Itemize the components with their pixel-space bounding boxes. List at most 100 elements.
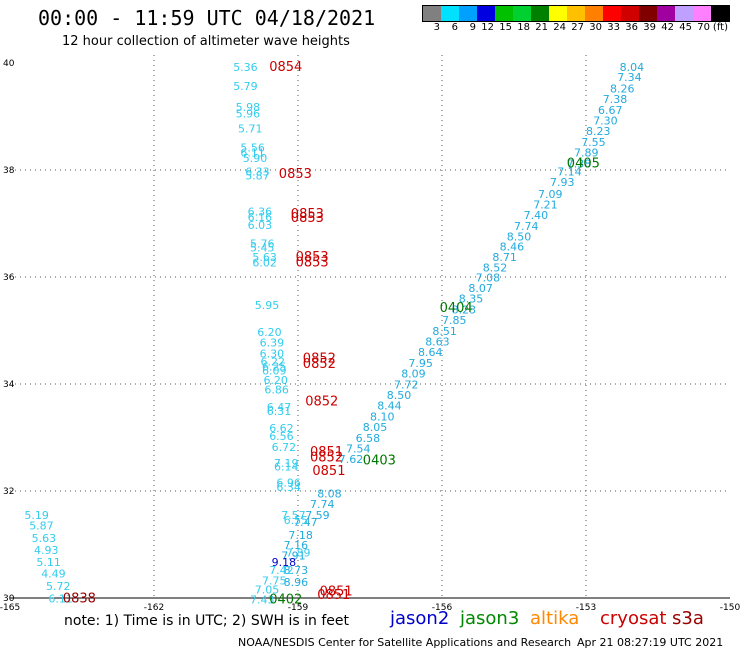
color-scale-label: 39: [643, 22, 656, 33]
wave-height-label: 5.98: [236, 101, 261, 114]
color-swatch: [567, 6, 585, 21]
wave-height-label: 6.31: [267, 405, 292, 418]
wave-height-label: 5.95: [255, 299, 279, 312]
wave-height-label: 6.96: [276, 477, 301, 490]
color-swatch: [441, 6, 459, 21]
wave-height-label: 7.16: [284, 539, 309, 552]
wave-height-label: 6.58: [356, 432, 381, 445]
color-scale-label: 15: [499, 22, 512, 33]
pass-time-label: 0838: [63, 591, 96, 606]
credit-text: NOAA/NESDIS Center for Satellite Applica…: [238, 636, 572, 649]
wave-height-label: 5.87: [29, 520, 54, 533]
color-scale-label: 42: [661, 22, 674, 33]
generated-timestamp: Apr 21 08:27:19 UTC 2021: [577, 636, 724, 649]
wave-height-label: 6.67: [598, 104, 623, 117]
color-swatch: [549, 6, 567, 21]
wave-height-label: 6.86: [264, 384, 289, 397]
color-swatch: [495, 6, 513, 21]
pass-time-label: 0853: [291, 207, 324, 222]
wave-height-label: 7.74: [514, 220, 539, 233]
wave-height-label: 5.72: [46, 580, 71, 593]
wave-height-label: 8.09: [401, 368, 426, 381]
pass-time-label: 0851: [317, 588, 350, 603]
wave-height-label: 7.57: [281, 509, 306, 522]
color-swatch: [477, 6, 495, 21]
wave-height-label: 7.05: [255, 584, 279, 597]
wave-height-label: 6.47: [267, 401, 292, 414]
wave-height-labels: 8.047.348.267.386.677.308.237.557.897.38…: [24, 61, 644, 606]
color-scale-label: 33: [607, 22, 620, 33]
wave-height-label: 6.20: [263, 374, 288, 387]
wave-height-label: 8.23: [452, 303, 477, 316]
wave-height-label: 8.46: [500, 240, 524, 253]
color-scale-label: 36: [625, 22, 638, 33]
color-scale-bar: [422, 5, 730, 22]
wave-height-label: 7.47: [293, 516, 318, 529]
color-scale-label: 9: [469, 22, 476, 33]
wave-height-label: 8.04: [620, 61, 645, 74]
wave-height-label: 6.62: [269, 422, 294, 435]
wave-height-label: 8.44: [377, 400, 402, 413]
wave-height-label: 5.71: [238, 123, 263, 136]
wave-height-label: 6.11: [240, 147, 265, 160]
color-scale-label: 21: [535, 22, 548, 33]
color-swatch: [459, 6, 477, 21]
color-swatch: [657, 6, 675, 21]
lat-lon-grid: [10, 55, 730, 599]
wave-height-label: 7.14: [557, 165, 582, 178]
wave-height-label: 7.74: [310, 498, 335, 511]
map-subtitle: 12 hour collection of altimeter wave hei…: [62, 34, 350, 49]
color-scale-label: 3: [433, 22, 440, 33]
wave-height-label: 7.18: [288, 529, 313, 542]
satellite-legend-jason2: jason2: [390, 608, 450, 629]
wave-height-label: 6.16: [248, 211, 273, 224]
color-scale-label: 24: [553, 22, 566, 33]
color-swatch: [423, 6, 441, 21]
color-scale-label: 27: [571, 22, 584, 33]
wave-height-label: 7.38: [603, 93, 628, 106]
color-swatch: [603, 6, 621, 21]
pass-time-label: 0402: [269, 592, 302, 607]
wave-height-label: 9.18: [272, 556, 297, 569]
wave-height-label: 7.42: [269, 564, 294, 577]
color-scale-label: 18: [517, 22, 530, 33]
wave-height-label: 7.55: [581, 136, 606, 149]
wave-height-label: 6.20: [257, 326, 282, 339]
wave-height-label: 8.50: [387, 389, 412, 402]
color-scale-label: 70: [697, 22, 710, 33]
wave-height-label: 7.75: [262, 575, 287, 588]
wave-height-label: 7.38: [567, 157, 592, 170]
wave-height-label: 5.76: [250, 238, 275, 251]
color-swatch: [513, 6, 531, 21]
pass-time-label: 0853: [296, 255, 329, 270]
y-tick-label: 40: [3, 59, 15, 69]
color-swatch: [621, 6, 639, 21]
y-tick-label: 30: [3, 594, 15, 604]
wave-height-label: 5.19: [24, 509, 49, 522]
wave-height-label: 8.52: [483, 262, 508, 275]
wave-height-label: 7.95: [408, 357, 433, 370]
y-tick-label: 38: [3, 166, 15, 176]
wave-height-label: 5.96: [236, 108, 261, 121]
color-swatch: [711, 6, 729, 21]
color-scale-label: (ft): [712, 22, 728, 33]
wave-height-label: 6.39: [260, 337, 285, 350]
axis-tick-labels: -165 -162 -159 -156 -153 -150 40 38 36 34 32 30: [0, 59, 740, 613]
wave-height-label: 8.64: [418, 346, 443, 359]
wave-height-label: 7.54: [346, 442, 371, 455]
color-scale-label: 12: [481, 22, 494, 33]
wave-height-label: 7.30: [593, 115, 618, 128]
wave-height-label: 4.93: [34, 544, 59, 557]
pass-time-label: 0852: [305, 394, 338, 409]
wave-height-label: 6.55: [284, 514, 309, 527]
pass-time-label: 0404: [440, 301, 473, 316]
satellite-legend-cryosat: cryosat: [600, 608, 667, 629]
wave-height-label: 6.30: [260, 347, 285, 360]
pass-time-label: 0405: [567, 156, 600, 171]
pass-time-label: 0853: [279, 167, 312, 182]
wave-height-label: 6.25: [262, 361, 287, 374]
pass-time-label: 0851: [320, 584, 353, 599]
map-title: 00:00 - 11:59 UTC 04/18/2021: [38, 6, 376, 30]
wave-height-label: 6.02: [252, 256, 277, 269]
x-tick-label: -150: [720, 603, 740, 613]
